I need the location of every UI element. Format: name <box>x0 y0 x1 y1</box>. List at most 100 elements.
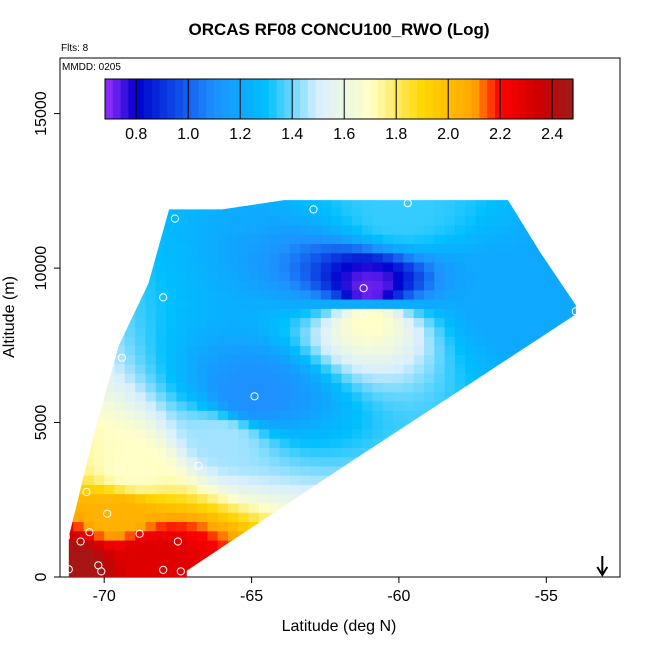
heat-cell <box>331 502 343 513</box>
heat-cell <box>176 326 188 337</box>
heat-cell <box>342 188 353 198</box>
sample-point <box>117 353 127 362</box>
heat-cell <box>506 271 518 282</box>
heat-cell <box>279 354 291 365</box>
heat-cell <box>186 271 198 282</box>
heat-cell <box>217 530 229 541</box>
heat-cell <box>413 234 425 244</box>
heat-cell <box>444 456 456 467</box>
heat-cell <box>331 280 343 291</box>
heat-cell <box>547 243 559 254</box>
heat-cell <box>289 252 301 263</box>
heat-cell <box>362 438 373 448</box>
heat-cell <box>341 326 353 337</box>
heat-cell <box>475 215 487 226</box>
heat-cell <box>289 299 301 309</box>
sample-point <box>359 310 368 319</box>
heat-cell <box>331 308 343 319</box>
heat-cell <box>341 271 353 282</box>
heat-cell <box>217 345 229 356</box>
heat-cell <box>217 243 229 254</box>
heat-cell <box>228 484 239 495</box>
heat-cell <box>124 410 136 421</box>
colorbar-segment <box>495 79 504 119</box>
heat-cell <box>331 252 343 263</box>
heat-cell <box>403 484 415 495</box>
heat-cell <box>579 318 590 328</box>
heat-cell <box>372 206 384 217</box>
heat-cell <box>238 400 250 411</box>
heat-cell <box>289 419 301 430</box>
colorbar-segment <box>557 79 566 119</box>
heat-cell <box>310 493 322 504</box>
heat-cell <box>83 243 95 254</box>
heat-cell <box>506 410 518 421</box>
heat-cell <box>186 410 198 421</box>
heat-cell <box>506 299 518 309</box>
heat-cell <box>516 410 528 421</box>
heat-cell <box>207 428 219 439</box>
heat-cell <box>73 345 85 356</box>
heat-cell <box>248 484 260 495</box>
heat-cell <box>269 317 281 328</box>
heat-cell <box>579 438 590 448</box>
heat-cell <box>537 456 549 467</box>
heat-cell <box>186 345 198 356</box>
heat-cell <box>372 326 384 337</box>
heat-cell <box>434 326 446 337</box>
heat-cell <box>73 465 85 476</box>
heat-cell <box>506 252 518 263</box>
heat-cell <box>393 400 404 411</box>
heat-cell <box>217 382 229 393</box>
heat-cell <box>444 539 456 550</box>
heat-cell <box>228 345 239 356</box>
colorbar-segment <box>237 79 246 119</box>
heat-cell <box>289 428 301 439</box>
heat-cell <box>289 234 301 244</box>
heat-cell <box>403 410 415 421</box>
heat-cell <box>197 419 208 430</box>
heat-cell <box>527 289 539 300</box>
heat-cell <box>93 326 105 337</box>
heat-cell <box>135 521 147 532</box>
heat-cell <box>413 549 425 560</box>
heat-cell <box>269 539 281 550</box>
heat-cell <box>145 224 157 235</box>
heat-cell <box>382 521 394 532</box>
heat-cell <box>155 363 167 374</box>
heat-cell <box>496 512 508 522</box>
colorbar-segment <box>463 79 473 119</box>
heat-cell <box>382 475 394 485</box>
heat-cell <box>104 382 116 393</box>
heat-cell <box>155 521 167 532</box>
heat-cell <box>228 428 239 439</box>
heat-cell <box>579 364 590 374</box>
heat-cell <box>73 289 85 300</box>
heat-cell <box>238 475 250 485</box>
heat-cell <box>434 243 446 254</box>
heat-cell <box>135 438 147 448</box>
heat-cell <box>155 308 167 319</box>
heat-cell <box>68 512 74 522</box>
heat-cell <box>258 206 270 217</box>
heat-cell <box>320 567 332 577</box>
heat-cell <box>403 465 415 476</box>
heat-cell <box>114 289 126 300</box>
heat-cell <box>558 428 569 439</box>
heat-cell <box>568 549 576 560</box>
heat-cell <box>228 465 239 476</box>
heat-cell <box>258 234 270 244</box>
heat-cell <box>362 188 373 198</box>
heat-cell <box>413 354 425 365</box>
heat-cell <box>527 465 539 476</box>
heat-cell <box>454 261 466 272</box>
heat-cell <box>547 419 559 430</box>
heat-cell <box>393 428 404 439</box>
heat-cell <box>434 539 446 550</box>
heat-cell <box>403 289 415 300</box>
heat-cell <box>114 271 126 282</box>
heat-cell <box>83 363 95 374</box>
heat-cell <box>558 447 569 458</box>
heat-cell <box>68 224 74 235</box>
heat-cell <box>300 521 312 532</box>
